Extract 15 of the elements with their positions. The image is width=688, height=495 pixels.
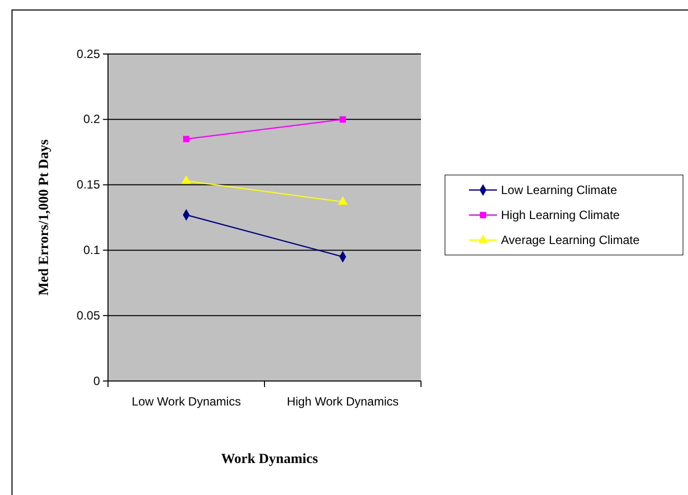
- legend-label: High Learning Climate: [501, 208, 620, 222]
- y-tick-label: 0.2: [83, 112, 100, 126]
- x-tick-label: High Work Dynamics: [286, 394, 399, 409]
- y-tick-label: 0: [93, 374, 100, 388]
- y-tick-label: 0.25: [76, 46, 100, 61]
- y-tick-label: 0.1: [83, 243, 100, 258]
- y-tick-label: 0.15: [76, 178, 100, 192]
- y-axis-title: Med Errors/1,000 Pt Days: [37, 138, 52, 296]
- point: [183, 136, 190, 142]
- legend-label: Average Learning Climate: [501, 233, 640, 247]
- x-tick-label: Low Work Dynamics: [132, 394, 241, 409]
- x-axis-title: Work Dynamics: [221, 452, 318, 467]
- y-tick-label: 0.05: [76, 308, 100, 322]
- legend-label: Low Learning Climate: [501, 183, 618, 197]
- point: [340, 116, 346, 123]
